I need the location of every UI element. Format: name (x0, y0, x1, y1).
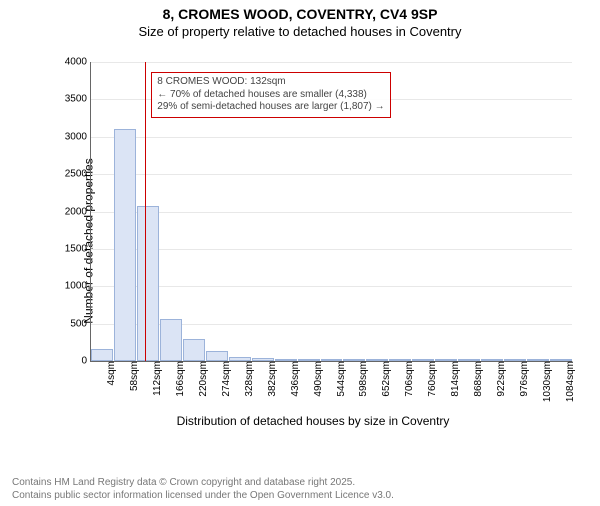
x-tick-label: 112sqm (148, 361, 163, 396)
y-tick-label: 500 (70, 318, 91, 329)
gridline (91, 286, 572, 287)
x-tick-label: 328sqm (240, 361, 255, 397)
x-tick-label: 976sqm (515, 361, 530, 397)
x-tick-label: 706sqm (400, 361, 415, 397)
x-tick-label: 598sqm (354, 361, 369, 397)
x-tick-label: 814sqm (446, 361, 461, 397)
y-tick-label: 2000 (65, 206, 91, 217)
plot-area: 050010001500200025003000350040004sqm58sq… (90, 62, 572, 362)
x-tick-label: 490sqm (309, 361, 324, 397)
x-tick-label: 652sqm (377, 361, 392, 397)
x-tick-label: 382sqm (263, 361, 278, 397)
y-tick-label: 3000 (65, 131, 91, 142)
histogram-bar (206, 351, 228, 361)
y-tick-label: 0 (81, 356, 91, 367)
x-tick-label: 58sqm (125, 361, 140, 391)
x-tick-label: 4sqm (102, 361, 117, 385)
histogram-bar (114, 129, 136, 361)
y-tick-label: 1500 (65, 243, 91, 254)
footer-line-1: Contains HM Land Registry data © Crown c… (12, 477, 394, 490)
x-tick-label: 166sqm (171, 361, 186, 397)
x-tick-label: 220sqm (194, 361, 209, 397)
annotation-box: 8 CROMES WOOD: 132sqm← 70% of detached h… (151, 72, 390, 118)
x-tick-label: 868sqm (469, 361, 484, 397)
histogram-bar (160, 319, 182, 361)
gridline (91, 249, 572, 250)
gridline (91, 212, 572, 213)
title-main: 8, CROMES WOOD, COVENTRY, CV4 9SP (0, 6, 600, 22)
gridline (91, 137, 572, 138)
reference-line (145, 62, 146, 361)
histogram-bar (137, 206, 159, 361)
footer-attribution: Contains HM Land Registry data © Crown c… (12, 477, 394, 502)
x-axis-label: Distribution of detached houses by size … (48, 414, 578, 428)
x-tick-label: 1084sqm (561, 361, 576, 402)
chart-container: Number of detached properties 0500100015… (48, 56, 578, 426)
gridline (91, 174, 572, 175)
y-tick-label: 3500 (65, 94, 91, 105)
annotation-line-3: 29% of semi-detached houses are larger (… (157, 101, 384, 114)
x-tick-label: 274sqm (217, 361, 232, 397)
x-tick-label: 436sqm (286, 361, 301, 397)
histogram-bar (91, 349, 113, 361)
annotation-line-2: ← 70% of detached houses are smaller (4,… (157, 89, 384, 102)
x-tick-label: 1030sqm (538, 361, 553, 402)
annotation-line-1: 8 CROMES WOOD: 132sqm (157, 76, 384, 89)
chart-titles: 8, CROMES WOOD, COVENTRY, CV4 9SP Size o… (0, 6, 600, 39)
x-tick-label: 760sqm (423, 361, 438, 397)
title-sub: Size of property relative to detached ho… (0, 24, 600, 39)
y-tick-label: 2500 (65, 169, 91, 180)
x-tick-label: 922sqm (492, 361, 507, 397)
footer-line-2: Contains public sector information licen… (12, 490, 394, 503)
gridline (91, 62, 572, 63)
x-tick-label: 544sqm (332, 361, 347, 397)
histogram-bar (183, 339, 205, 361)
y-tick-label: 1000 (65, 281, 91, 292)
y-tick-label: 4000 (65, 57, 91, 68)
